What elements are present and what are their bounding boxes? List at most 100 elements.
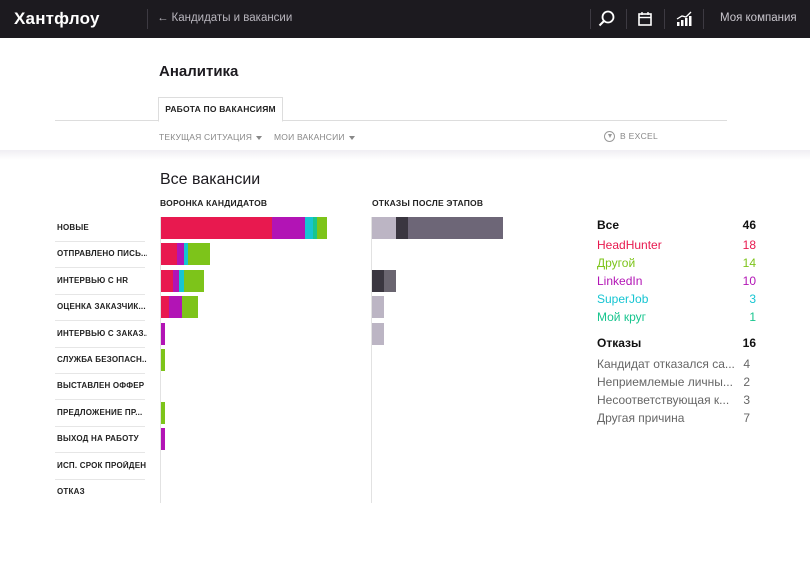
legend-reason-value: 4 <box>743 357 750 371</box>
stage-separator <box>55 373 145 374</box>
legend-refusals-label: Отказы <box>597 336 642 350</box>
legend-source-value: 3 <box>749 292 756 306</box>
legend-source-headhunter[interactable]: HeadHunter <box>597 238 662 252</box>
divider <box>590 9 591 29</box>
legend-source-value: 14 <box>742 256 756 270</box>
export-excel-button[interactable]: В EXCEL <box>604 131 659 143</box>
situation-filter-dropdown[interactable]: ТЕКУЩАЯ СИТУАЦИЯ <box>159 132 263 142</box>
vacancies-filter-label: МОИ ВАКАНСИИ <box>274 132 345 142</box>
download-icon <box>604 131 615 143</box>
divider <box>626 9 627 29</box>
stage-separator <box>55 293 145 295</box>
back-link-label: Кандидаты и вакансии <box>171 12 293 24</box>
divider <box>664 9 665 29</box>
stage-separator <box>55 346 145 348</box>
stage-separator <box>55 399 145 401</box>
bar-segment[interactable] <box>372 322 384 345</box>
bar-segment[interactable] <box>161 217 272 239</box>
legend-reason[interactable]: Несоответствующая к... <box>597 393 730 407</box>
legend-source-value: 1 <box>749 310 756 324</box>
stage-label: ВЫСТАВЛЕН ОФФЕР <box>57 381 145 391</box>
tab-vacancies-work[interactable]: РАБОТА ПО ВАКАНСИЯМ <box>158 97 283 122</box>
legend-refusals-value: 16 <box>742 336 756 350</box>
vacancies-filter-dropdown[interactable]: МОИ ВАКАНСИИ <box>274 132 355 142</box>
legend-source-linkedin[interactable]: LinkedIn <box>597 274 643 288</box>
stage-label: ОЦЕНКА ЗАКАЗЧИК... <box>57 302 146 312</box>
bar-segment[interactable] <box>407 217 503 239</box>
bar-segment[interactable] <box>161 401 166 424</box>
top-bar: Хантфлоу ← Кандидаты и вакансии Моя компа… <box>0 0 810 38</box>
bar-segment[interactable] <box>161 269 174 292</box>
page-title: Аналитика <box>159 63 239 80</box>
export-excel-label: В EXCEL <box>620 131 659 141</box>
bar-segment[interactable] <box>169 296 182 319</box>
legend-source-superjob[interactable]: SuperJob <box>597 292 649 306</box>
stage-label: ОТКАЗ <box>57 487 85 496</box>
stage-separator <box>55 425 145 427</box>
legend-total-value: 46 <box>742 218 756 232</box>
situation-filter-label: ТЕКУЩАЯ СИТУАЦИЯ <box>159 132 253 142</box>
stage-label: ОТПРАВЛЕНО ПИСЬ... <box>57 249 147 259</box>
stage-label: ИСП. СРОК ПРОЙДЕН <box>57 460 147 470</box>
bar-segment[interactable] <box>395 217 408 239</box>
back-arrow-icon: ← <box>157 12 169 24</box>
caret-down-icon <box>256 135 263 140</box>
bar-segment[interactable] <box>313 217 318 239</box>
stage-separator <box>55 267 145 269</box>
caret-down-icon <box>348 135 355 140</box>
stage-label: ПРЕДЛОЖЕНИЕ ПР... <box>57 407 143 417</box>
bar-segment[interactable] <box>372 269 384 292</box>
bar-segment[interactable] <box>173 269 180 292</box>
bar-segment[interactable] <box>183 269 205 292</box>
stage-label: ИНТЕРВЬЮ С ЗАКАЗ... <box>57 328 147 338</box>
logo[interactable]: Хантфлоу <box>14 9 100 28</box>
bar-segment[interactable] <box>187 243 211 266</box>
legend-reason[interactable]: Неприемлемые личны... <box>597 375 733 389</box>
company-menu[interactable]: Моя компания <box>720 12 797 24</box>
legend-source-value: 10 <box>742 274 756 288</box>
bar-segment[interactable] <box>181 296 198 319</box>
funnel-header: ВОРОНКА КАНДИДАТОВ <box>160 198 268 208</box>
refusals-header: ОТКАЗЫ ПОСЛЕ ЭТАПОВ <box>372 198 484 208</box>
legend-reason-value: 2 <box>743 375 750 389</box>
calendar-icon[interactable] <box>634 8 656 30</box>
stage-label: ИНТЕРВЬЮ С HR <box>57 275 129 285</box>
bar-segment[interactable] <box>372 296 384 319</box>
stage-separator <box>55 241 145 242</box>
stage-separator <box>55 478 145 480</box>
stage-label: ВЫХОД НА РАБОТУ <box>57 434 139 444</box>
bar-segment[interactable] <box>161 349 166 371</box>
legend-source-other[interactable]: Другой <box>597 256 636 270</box>
chart-axis <box>160 217 161 504</box>
header-shadow <box>0 150 810 160</box>
stage-separator <box>55 320 145 322</box>
section-title: Все вакансии <box>160 171 261 188</box>
legend-reason[interactable]: Кандидат отказался са... <box>597 357 735 371</box>
bar-segment[interactable] <box>179 269 184 292</box>
bar-segment[interactable] <box>161 322 166 345</box>
divider <box>703 9 704 29</box>
bar-segment[interactable] <box>383 269 396 292</box>
legend-source-value: 18 <box>742 238 756 252</box>
legend-source-moikrug[interactable]: Мой круг <box>597 310 647 324</box>
bar-segment[interactable] <box>161 296 170 319</box>
analytics-icon[interactable] <box>673 8 695 30</box>
bar-segment[interactable] <box>304 217 313 239</box>
bar-segment[interactable] <box>177 243 184 266</box>
stage-label: СЛУЖБА БЕЗОПАСН... <box>57 355 147 364</box>
bar-segment[interactable] <box>271 217 305 239</box>
chart-axis <box>371 217 372 504</box>
legend-reason-value: 7 <box>743 411 750 425</box>
bar-segment[interactable] <box>183 243 188 266</box>
divider <box>147 9 148 29</box>
stage-separator <box>55 452 145 454</box>
bar-segment[interactable] <box>317 217 328 239</box>
back-to-candidates-link[interactable]: ← Кандидаты и вакансии <box>157 12 292 24</box>
bar-segment[interactable] <box>161 243 178 266</box>
bar-segment[interactable] <box>161 428 166 451</box>
search-icon[interactable] <box>596 8 618 30</box>
legend-reason[interactable]: Другая причина <box>597 411 685 425</box>
bar-segment[interactable] <box>372 217 396 239</box>
stage-label: НОВЫЕ <box>57 223 89 232</box>
legend-reason-value: 3 <box>743 393 750 407</box>
